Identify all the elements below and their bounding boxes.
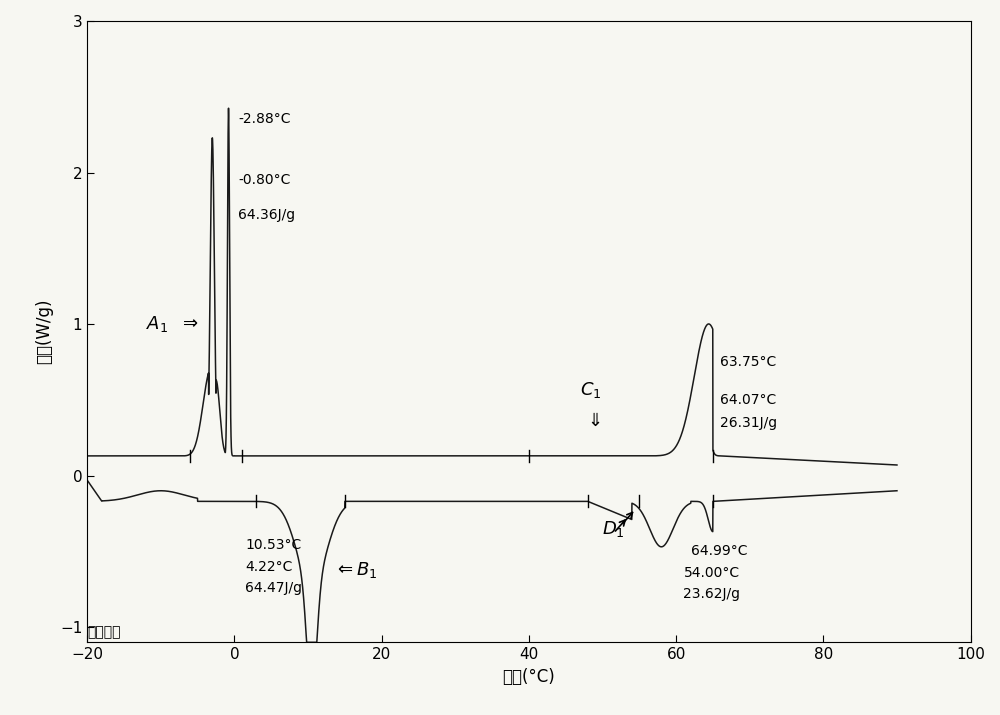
Text: $D_1$: $D_1$ [602, 518, 625, 538]
Text: $A_1$  $\Rightarrow$: $A_1$ $\Rightarrow$ [146, 314, 199, 334]
Text: 26.31J/g: 26.31J/g [720, 415, 777, 430]
Text: -2.88°C: -2.88°C [238, 112, 291, 127]
Text: $\Downarrow$: $\Downarrow$ [584, 412, 601, 430]
Text: 64.36J/g: 64.36J/g [238, 208, 295, 222]
Y-axis label: 热流(W/g): 热流(W/g) [35, 299, 53, 365]
Text: $C_1$: $C_1$ [580, 380, 602, 400]
Text: 54.00°C: 54.00°C [683, 566, 740, 580]
Text: $\Leftarrow$$B_1$: $\Leftarrow$$B_1$ [334, 560, 377, 580]
Text: 64.47J/g: 64.47J/g [245, 581, 302, 595]
Text: 10.53°C: 10.53°C [245, 538, 302, 552]
Text: 64.99°C: 64.99°C [691, 544, 747, 558]
Text: -0.80°C: -0.80°C [238, 173, 290, 187]
Text: 23.62J/g: 23.62J/g [683, 587, 740, 601]
X-axis label: 温度(°C): 温度(°C) [502, 668, 555, 686]
Text: 63.75°C: 63.75°C [720, 355, 777, 369]
Text: 4.22°C: 4.22°C [245, 560, 293, 573]
Text: 64.07°C: 64.07°C [720, 393, 777, 407]
Text: 向上放热: 向上放热 [87, 625, 121, 639]
